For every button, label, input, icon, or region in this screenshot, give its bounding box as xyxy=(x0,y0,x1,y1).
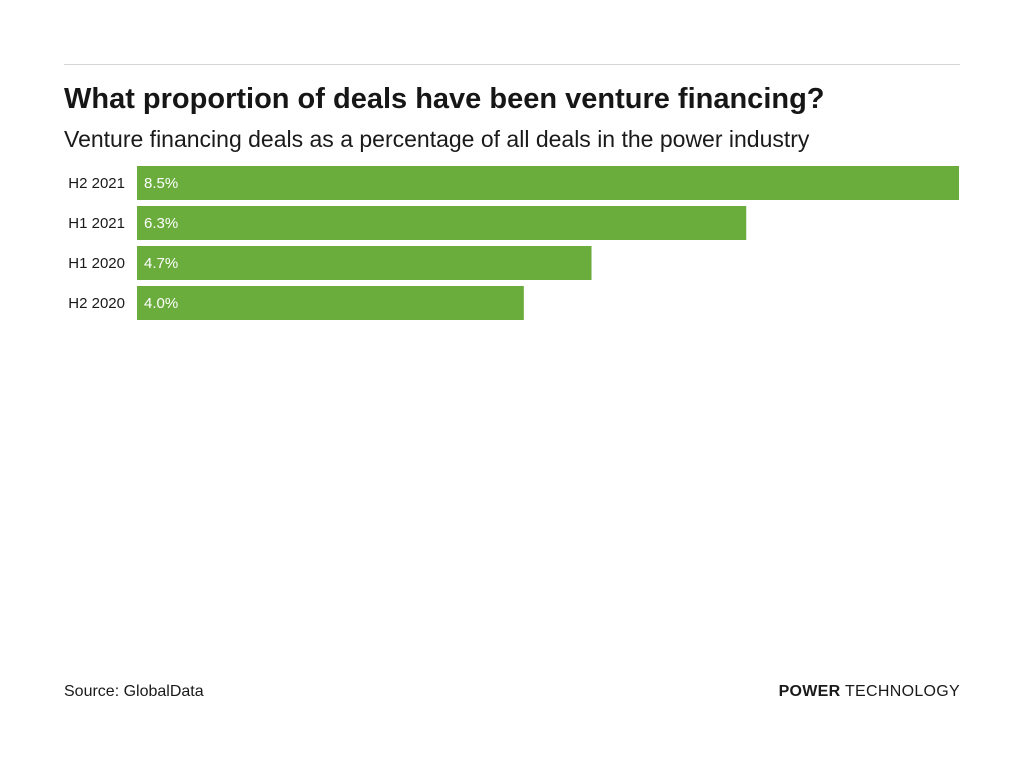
source-note: Source: GlobalData xyxy=(64,683,204,700)
top-divider xyxy=(64,64,960,65)
data-label: 6.3% xyxy=(144,215,178,232)
bar-h2-2020 xyxy=(137,286,524,320)
category-label: H1 2020 xyxy=(68,255,125,272)
bar-h1-2021 xyxy=(137,206,747,240)
category-label: H1 2021 xyxy=(68,215,125,232)
bar-h2-2021 xyxy=(137,166,959,200)
data-label: 8.5% xyxy=(144,175,178,192)
chart-title: What proportion of deals have been ventu… xyxy=(64,83,825,115)
category-label: H2 2020 xyxy=(68,295,125,312)
category-label: H2 2021 xyxy=(68,175,125,192)
data-label: 4.7% xyxy=(144,255,178,272)
brand-logo-strong: POWER xyxy=(778,683,841,700)
bar-h1-2020 xyxy=(137,246,592,280)
data-label: 4.0% xyxy=(144,295,178,312)
chart-subtitle: Venture financing deals as a percentage … xyxy=(64,126,810,152)
brand-logo-light: TECHNOLOGY xyxy=(844,683,960,700)
brand-logo: POWER TECHNOLOGY xyxy=(779,682,960,702)
